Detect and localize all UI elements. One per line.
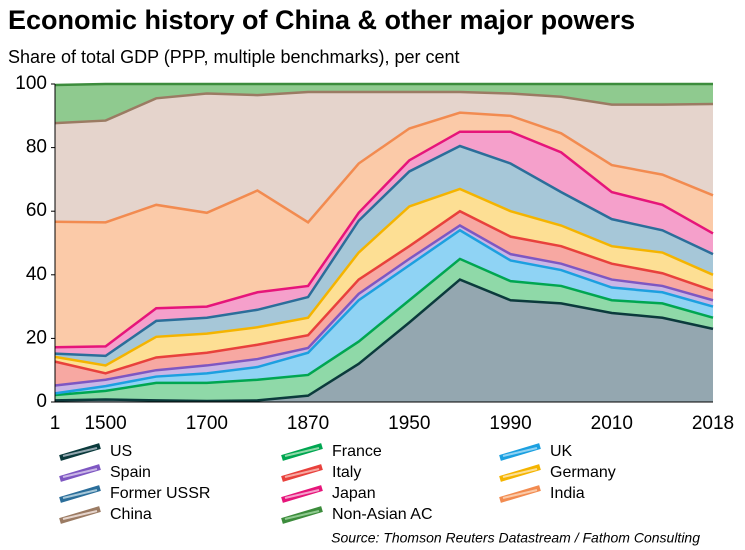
area-edge — [54, 187, 714, 367]
legend-label: France — [332, 443, 382, 460]
area-edge — [54, 278, 714, 403]
legend-swatch — [62, 510, 98, 520]
area-edge — [54, 130, 714, 349]
x-tick-label: 1 — [50, 413, 61, 434]
y-tick-label: 100 — [15, 73, 47, 94]
area-edge — [54, 82, 713, 87]
y-tick-label: 80 — [26, 137, 47, 158]
legend-swatch — [284, 468, 320, 478]
x-tick-label: 1990 — [489, 413, 531, 434]
area-edge — [54, 90, 714, 125]
legend-swatch — [284, 510, 320, 520]
area-edge — [54, 228, 714, 395]
legend-label: Former USSR — [110, 485, 210, 502]
legend-label: Spain — [110, 464, 151, 481]
legend-swatch — [284, 489, 320, 499]
y-tick-label: 60 — [26, 200, 47, 221]
area — [55, 230, 713, 396]
x-tick-label: 1500 — [84, 413, 126, 434]
chart-subtitle: Share of total GDP (PPP, multiple benchm… — [8, 47, 460, 67]
legend-swatch — [502, 468, 538, 478]
y-tick-label: 40 — [26, 264, 47, 285]
area-edge — [54, 224, 714, 387]
legend-swatch — [62, 489, 98, 499]
legend-swatch — [62, 447, 98, 457]
x-tick-label: 2010 — [591, 413, 633, 434]
legend-swatch — [284, 447, 320, 457]
area-edge — [54, 144, 714, 358]
x-tick-label: 1700 — [186, 413, 228, 434]
legend-label: India — [550, 485, 585, 502]
area — [55, 279, 713, 402]
chart-title: Economic history of China & other major … — [8, 5, 635, 35]
legend-swatch — [62, 468, 98, 478]
legend-label: Italy — [332, 464, 361, 481]
area — [55, 91, 713, 223]
area-edge — [54, 111, 714, 224]
source-note: Source: Thomson Reuters Datastream / Fat… — [331, 530, 700, 546]
area — [55, 188, 713, 374]
legend-label: Non-Asian AC — [332, 506, 433, 523]
x-tick-label: 2018 — [692, 413, 734, 434]
area — [55, 146, 713, 366]
area-edge — [54, 257, 714, 397]
area — [55, 112, 713, 348]
area-edge — [54, 209, 714, 375]
legend-label: UK — [550, 443, 573, 460]
area — [55, 211, 713, 386]
legend-swatch — [502, 489, 538, 499]
x-tick-label: 1870 — [287, 413, 329, 434]
y-tick-label: 20 — [26, 327, 47, 348]
legend-label: Japan — [332, 485, 376, 502]
legend-label: China — [110, 506, 152, 523]
area — [55, 258, 713, 402]
legend-label: Germany — [550, 464, 616, 481]
legend-label: US — [110, 443, 132, 460]
y-tick-label: 0 — [36, 391, 47, 412]
x-tick-label: 1950 — [388, 413, 430, 434]
legend-swatch — [502, 447, 538, 457]
